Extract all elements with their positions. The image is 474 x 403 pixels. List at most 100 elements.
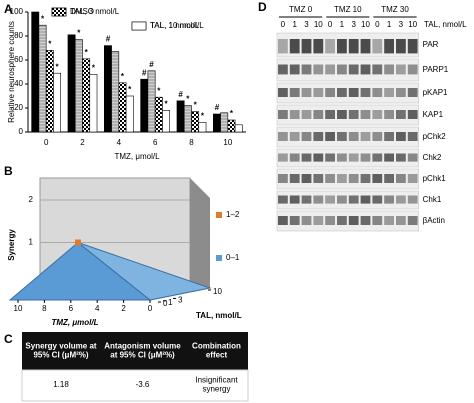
y-tick-label: 10 xyxy=(213,287,222,296)
y-axis-label: Relative neurosphere counts xyxy=(7,21,16,123)
blot-band xyxy=(337,153,347,162)
row-label: pChk1 xyxy=(423,174,447,183)
x-tick-label: 6 xyxy=(153,138,158,147)
table-header-cell: Combination effect xyxy=(192,342,241,360)
blot-band xyxy=(384,88,394,97)
blot-band xyxy=(407,216,418,225)
panel-label: C xyxy=(4,332,13,346)
y-axis-label: TAL, nmol/L xyxy=(196,311,242,320)
bar xyxy=(176,100,185,133)
legend-label: TAL, 3 nmol/L xyxy=(70,7,120,16)
blot-band xyxy=(384,216,394,225)
y-tick-label: 0 xyxy=(19,127,24,136)
lane-label: 0 xyxy=(375,20,380,29)
significance-mark: * xyxy=(77,29,81,38)
blot-band xyxy=(301,88,312,97)
blot-band xyxy=(372,132,383,141)
blot-band xyxy=(325,132,335,141)
blot-band xyxy=(372,195,383,204)
significance-mark: * xyxy=(157,86,161,95)
panel-label: B xyxy=(4,164,13,178)
x-tick-label: 4 xyxy=(95,304,100,313)
blot-band xyxy=(396,39,406,54)
lane-axis-label: TAL, nmol/L xyxy=(424,20,467,29)
bar xyxy=(220,112,229,133)
blot-band xyxy=(348,132,359,141)
blot-band xyxy=(337,195,347,204)
significance-mark: * xyxy=(201,112,205,121)
significance-mark: # xyxy=(149,60,154,69)
bar xyxy=(111,51,120,133)
lane-label: 3 xyxy=(304,20,309,29)
y-tick-label: 1 xyxy=(168,298,173,307)
blot-band xyxy=(407,195,418,204)
blot-band xyxy=(301,39,312,54)
x-tick-label: 8 xyxy=(189,138,194,147)
blot-band xyxy=(372,39,383,54)
blot-band xyxy=(360,110,371,119)
blot-band xyxy=(407,110,418,119)
x-tick-label: 4 xyxy=(117,138,122,147)
blot-band xyxy=(396,88,406,97)
lane-label: 10 xyxy=(361,20,370,29)
blot-band xyxy=(360,132,371,141)
blot-band xyxy=(396,153,406,162)
blot-band xyxy=(372,216,383,225)
legend-swatch xyxy=(216,212,222,218)
x-tick-label: 10 xyxy=(14,304,23,313)
y-tick-label: 80 xyxy=(14,31,23,40)
row-label: KAP1 xyxy=(423,110,444,119)
lane-label: 1 xyxy=(387,20,392,29)
table-header-cell: Antagonism volume at 95% CI (μM²%) xyxy=(104,342,181,360)
blot-strip xyxy=(276,190,419,210)
blot-band xyxy=(337,216,347,225)
table-header-cell: Synergy volume at 95% CI (μM²%) xyxy=(25,342,96,360)
blot-band xyxy=(337,132,347,141)
surface-peak xyxy=(75,239,81,246)
bar xyxy=(67,34,76,133)
y-tick-label: 40 xyxy=(14,79,23,88)
bar xyxy=(140,78,149,133)
blot-band xyxy=(325,174,335,183)
lane-label: 10 xyxy=(314,20,323,29)
blot-band xyxy=(289,110,300,119)
lane-label: 1 xyxy=(340,20,345,29)
blot-band xyxy=(348,88,359,97)
blot-band xyxy=(360,64,371,75)
blot-band xyxy=(372,110,383,119)
significance-mark: * xyxy=(128,85,132,94)
y-tick-label: 0 xyxy=(163,299,168,308)
blot-band xyxy=(360,88,371,97)
blot-band xyxy=(289,132,300,141)
blot-band xyxy=(348,64,359,75)
blot-band xyxy=(396,64,406,75)
blot-band xyxy=(348,174,359,183)
lane-label: 10 xyxy=(408,20,417,29)
blot-band xyxy=(301,174,312,183)
blot-band xyxy=(396,132,406,141)
bar xyxy=(82,58,91,133)
blot-band xyxy=(407,88,418,97)
y-tick-label: 60 xyxy=(14,55,23,64)
group-label: TMZ 30 xyxy=(381,5,409,14)
x-tick-label: 2 xyxy=(80,138,85,147)
blot-band xyxy=(301,110,312,119)
bar xyxy=(31,11,40,133)
z-tick-label: 1 xyxy=(29,238,34,247)
blot-band xyxy=(396,216,406,225)
blot-band xyxy=(372,153,383,162)
blot-band xyxy=(407,64,418,75)
blot-band xyxy=(372,88,383,97)
significance-mark: * xyxy=(186,95,190,104)
bar xyxy=(38,24,47,133)
legend-label: DMSO xyxy=(70,7,94,16)
blot-band xyxy=(348,195,359,204)
row-label: PARP1 xyxy=(423,65,449,74)
significance-mark: # xyxy=(106,35,111,44)
blot-band xyxy=(384,39,394,54)
bar xyxy=(234,124,243,133)
blot-band xyxy=(301,132,312,141)
panel-c: Synergy volume at 95% CI (μM²%) Antagonism… xyxy=(21,332,249,402)
blot-band xyxy=(348,110,359,119)
